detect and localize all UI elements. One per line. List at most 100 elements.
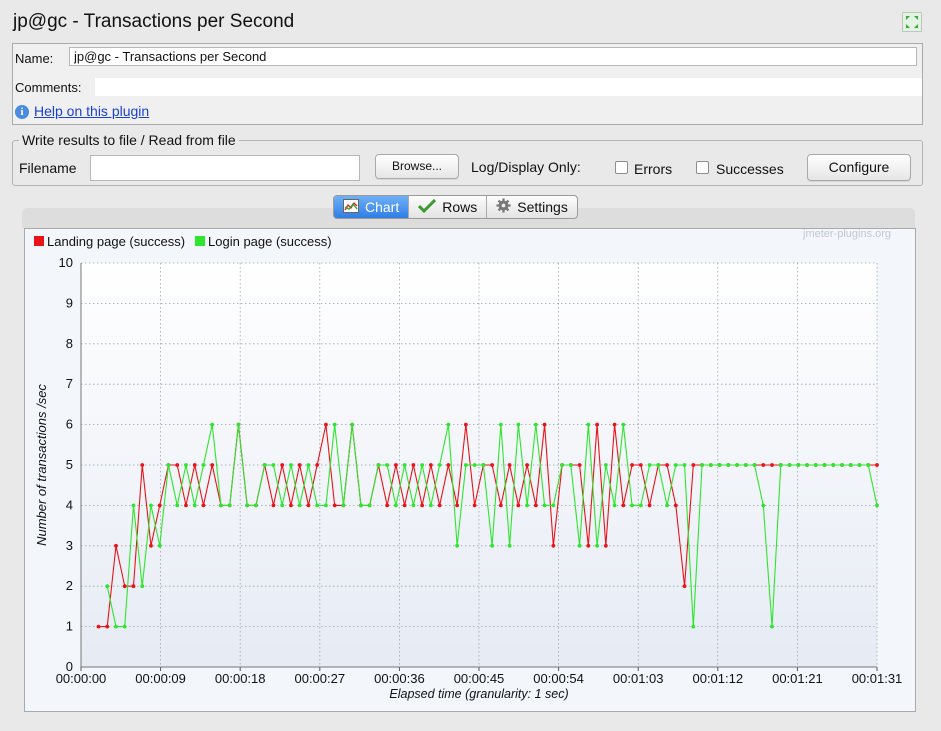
data-point (577, 543, 582, 548)
data-point (463, 422, 468, 427)
data-point (717, 463, 722, 467)
y-tick-label: 6 (66, 417, 73, 432)
data-point (149, 503, 153, 508)
tab-rows[interactable]: Rows (409, 196, 488, 218)
data-point (481, 463, 486, 467)
maximize-icon[interactable] (902, 12, 922, 32)
data-point (315, 463, 320, 467)
data-point (498, 503, 503, 508)
data-point (96, 624, 101, 629)
successes-checkbox[interactable] (696, 161, 709, 174)
data-point (428, 503, 433, 508)
data-point (192, 503, 197, 508)
configure-button[interactable]: Configure (807, 154, 911, 181)
data-point (603, 463, 608, 467)
data-point (805, 463, 809, 467)
data-point (332, 503, 337, 508)
data-point (245, 503, 250, 508)
data-point (219, 503, 223, 508)
data-point (638, 503, 643, 508)
data-point (875, 463, 879, 467)
errors-checkbox[interactable] (615, 161, 628, 174)
tab-rows-label: Rows (442, 199, 478, 215)
y-axis-label: Number of transactions /sec (34, 384, 49, 546)
data-point (638, 463, 643, 467)
data-point (612, 503, 617, 508)
window-title: jp@gc - Transactions per Second (13, 11, 295, 32)
data-point (210, 422, 215, 427)
data-point (656, 463, 661, 467)
data-point (280, 463, 285, 467)
data-point (394, 463, 398, 467)
comments-field[interactable] (95, 78, 922, 96)
data-point (735, 463, 739, 467)
data-point (542, 422, 547, 427)
data-point (770, 624, 774, 629)
data-point (665, 463, 669, 467)
x-tick-label: 00:00:00 (56, 671, 107, 686)
data-point (700, 463, 704, 467)
x-tick-label: 00:00:18 (215, 671, 266, 686)
data-point (280, 503, 285, 508)
data-point (376, 463, 381, 467)
data-point (822, 463, 827, 467)
data-point (262, 463, 267, 467)
data-point (332, 422, 337, 427)
data-point (647, 463, 652, 467)
checkmark-icon (418, 198, 437, 216)
data-point (105, 584, 110, 589)
data-point (420, 463, 425, 467)
data-point (691, 624, 696, 629)
watermark: jmeter-plugins.org (803, 228, 892, 240)
data-point (411, 463, 416, 467)
y-tick-label: 2 (66, 578, 73, 593)
data-point (866, 463, 871, 467)
data-point (603, 543, 608, 548)
tab-chart[interactable]: Chart (334, 196, 410, 218)
data-point (175, 503, 180, 508)
data-point (813, 463, 818, 467)
data-point (568, 463, 573, 467)
filename-input[interactable] (90, 155, 360, 181)
y-tick-label: 5 (66, 457, 73, 472)
x-tick-label: 00:00:36 (374, 671, 425, 686)
x-tick-label: 00:00:54 (533, 671, 584, 686)
x-axis-label: Elapsed time (granularity: 1 sec) (389, 687, 568, 701)
data-point (761, 463, 766, 467)
file-panel-title: Write results to file / Read from file (19, 132, 239, 148)
data-point (446, 463, 451, 467)
data-point (472, 503, 477, 508)
data-point (665, 503, 669, 508)
name-panel: Name: Comments: i Help on this plugin (12, 43, 923, 125)
data-point (184, 463, 188, 467)
browse-button[interactable]: Browse... (375, 154, 459, 179)
data-point (612, 422, 617, 427)
x-tick-label: 00:00:27 (294, 671, 345, 686)
data-point (586, 543, 591, 548)
data-point (857, 463, 862, 467)
data-point (551, 543, 556, 548)
log-display-label: Log/Display Only: (471, 159, 581, 175)
data-point (490, 543, 495, 548)
data-point (341, 503, 346, 508)
data-point (490, 463, 495, 467)
data-point (673, 463, 678, 467)
data-point (157, 543, 162, 548)
data-point (455, 543, 460, 548)
chart: 0 1 2 3 4 5 6 7 8 9 10 00:00:00 00:00:09 00:00:18 00:0… (34, 234, 902, 701)
data-point (192, 463, 197, 467)
data-point (324, 422, 328, 427)
data-point (533, 422, 538, 427)
data-point (525, 463, 530, 467)
data-point (201, 503, 206, 508)
help-link[interactable]: Help on this plugin (34, 103, 150, 119)
errors-label: Errors (634, 161, 673, 177)
name-field[interactable] (69, 47, 917, 66)
data-point (577, 463, 582, 467)
data-point (516, 422, 521, 427)
data-point (394, 503, 398, 508)
data-point (289, 503, 293, 508)
data-point (560, 463, 564, 467)
data-point (831, 463, 836, 467)
tab-settings[interactable]: Settings (487, 196, 577, 218)
